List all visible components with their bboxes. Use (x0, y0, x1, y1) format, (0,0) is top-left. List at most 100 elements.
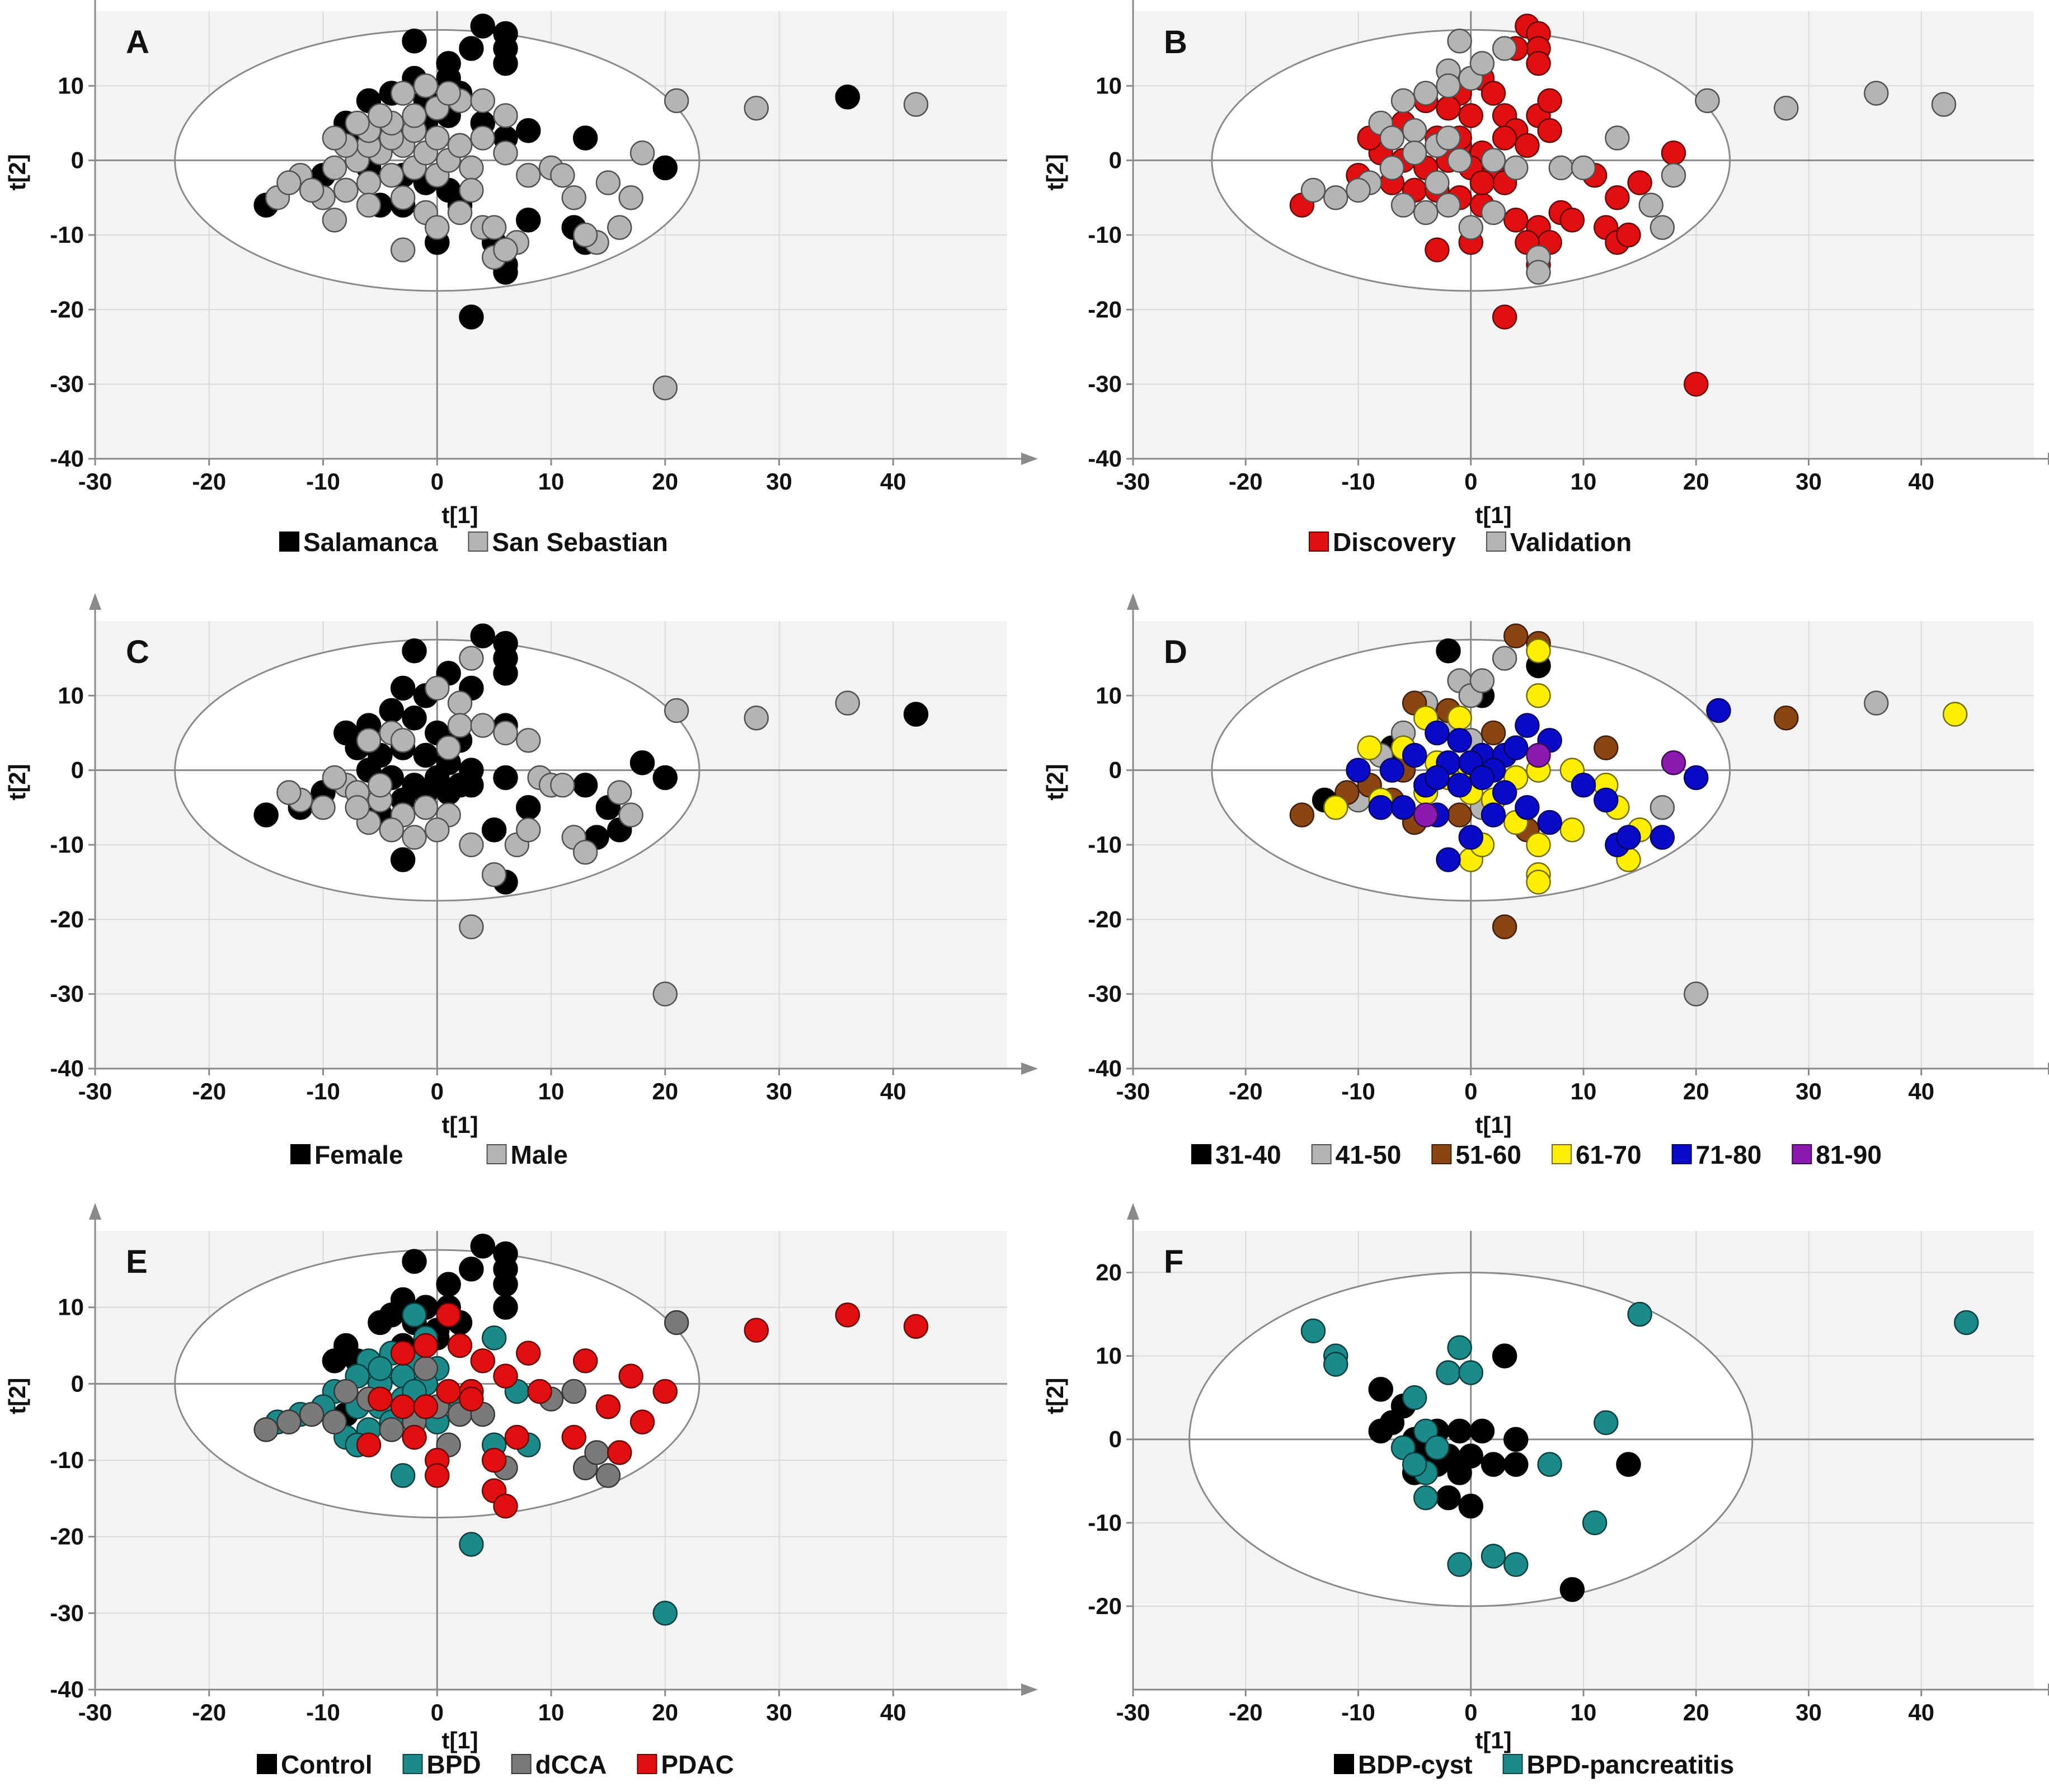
data-point (1346, 758, 1371, 783)
y-tick-label: -30 (50, 371, 84, 397)
legend: 31-40 41-50 51-60 61-70 71-80 81-90 (1191, 1140, 1882, 1169)
x-tick-label: 0 (1464, 1078, 1477, 1104)
legend-label: 41-50 (1336, 1140, 1402, 1169)
data-point (459, 773, 484, 798)
legend-label: 31-40 (1215, 1140, 1281, 1169)
y-axis-label: t[2] (1042, 154, 1068, 190)
data-point (1594, 787, 1619, 813)
panel-D: -30 -20 -10 0 10 20 30 40-40-30-20-10010t[1]t[2… (1042, 593, 2049, 1169)
x-tick-label: 40 (1908, 468, 1934, 495)
legend-swatch (1671, 1144, 1692, 1164)
x-tick-label: 0 (1464, 468, 1477, 495)
data-point (481, 1447, 507, 1473)
legend-swatch (1502, 1754, 1523, 1774)
legend-label: 51-60 (1455, 1140, 1521, 1169)
data-point (1571, 155, 1596, 181)
legend-label: dCCA (535, 1750, 607, 1779)
data-point (1661, 750, 1686, 775)
legend-label: BPD-pancreatitis (1527, 1750, 1735, 1779)
x-tick-label: -10 (1341, 1699, 1375, 1725)
x-tick-label: -10 (1341, 1078, 1375, 1104)
data-point (744, 1318, 769, 1343)
data-point (1559, 1577, 1585, 1602)
y-axis-label: t[2] (4, 154, 30, 190)
x-tick-label: -20 (1229, 1699, 1263, 1725)
data-point (402, 825, 427, 850)
data-point (481, 817, 507, 843)
data-point (1537, 118, 1562, 143)
data-point (1616, 1452, 1641, 1477)
x-tick-label: 30 (1796, 1078, 1822, 1104)
data-point (1594, 735, 1619, 760)
y-tick-label: -30 (50, 1600, 84, 1626)
data-point (1458, 1493, 1483, 1519)
data-point (1492, 1343, 1517, 1368)
data-point (493, 51, 518, 76)
data-point (1447, 29, 1472, 54)
data-point (493, 1295, 518, 1320)
x-tick-label: 20 (652, 1699, 678, 1725)
data-point (390, 847, 416, 872)
data-point (413, 1356, 439, 1381)
data-point (629, 750, 655, 775)
data-point (470, 1348, 495, 1374)
data-point (595, 1463, 621, 1488)
data-point (1436, 96, 1461, 121)
data-point (1605, 185, 1630, 210)
x-axis-label: t[1] (1475, 502, 1511, 528)
data-point (390, 1341, 416, 1366)
legend-label: BDP-cyst (1358, 1750, 1473, 1779)
data-point (1481, 1544, 1506, 1569)
data-point (470, 1234, 495, 1259)
legend-swatch (1334, 1754, 1354, 1774)
data-point (664, 1310, 689, 1335)
data-point (493, 720, 518, 746)
y-tick-label: -20 (1088, 296, 1122, 322)
x-axis-arrow (1021, 1062, 1038, 1075)
data-point (413, 1394, 439, 1419)
y-axis-label: t[2] (1042, 1378, 1068, 1414)
data-point (618, 1363, 643, 1389)
data-point (1469, 51, 1495, 76)
data-point (1526, 51, 1551, 76)
data-point (664, 698, 689, 723)
y-tick-label: 0 (71, 1370, 84, 1396)
y-tick-label: 10 (1096, 1343, 1122, 1369)
data-point (1425, 170, 1450, 195)
x-tick-label: 20 (652, 1078, 678, 1104)
data-point (459, 36, 484, 61)
data-point (1436, 1485, 1461, 1511)
data-point (1526, 683, 1551, 708)
data-point (1954, 1310, 1979, 1335)
data-point (459, 646, 484, 671)
data-point (481, 215, 507, 240)
data-point (356, 170, 382, 195)
data-point (629, 1409, 655, 1434)
series-Validation (1300, 29, 1957, 285)
data-point (1571, 773, 1596, 798)
series-BPD-pancreatitis (1300, 1301, 1979, 1577)
data-point (1503, 208, 1529, 233)
data-point (390, 237, 416, 262)
data-point (1368, 1377, 1393, 1402)
y-tick-label: 10 (1096, 682, 1122, 708)
data-point (379, 817, 404, 843)
y-tick-label: 10 (1096, 72, 1122, 98)
x-tick-label: -30 (78, 468, 112, 495)
y-axis-label: t[2] (1042, 764, 1068, 800)
data-point (493, 140, 518, 166)
data-point (322, 1409, 347, 1434)
panel-label: C (126, 634, 149, 670)
data-point (629, 140, 655, 166)
x-tick-label: -10 (306, 1699, 340, 1725)
data-point (481, 1325, 507, 1351)
data-point (379, 698, 404, 723)
data-point (1537, 1452, 1562, 1477)
data-point (379, 1302, 404, 1328)
data-point (516, 163, 541, 188)
data-point (402, 638, 427, 664)
legend-label: Control (281, 1750, 373, 1779)
data-point (516, 817, 541, 843)
data-point (311, 795, 336, 820)
